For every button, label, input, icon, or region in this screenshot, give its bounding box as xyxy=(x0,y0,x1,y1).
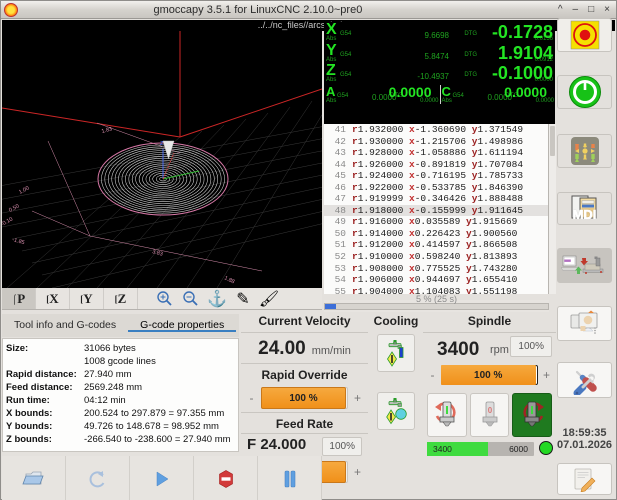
svg-text:0.50: 0.50 xyxy=(8,203,20,213)
svg-text:1.83: 1.83 xyxy=(101,127,113,135)
svg-text:-0.10: -0.10 xyxy=(2,217,14,228)
svg-text:1.88: 1.88 xyxy=(223,275,235,285)
svg-text:-1.85: -1.85 xyxy=(11,237,25,246)
svg-text:0: 0 xyxy=(487,406,492,415)
svg-text:3.83: 3.83 xyxy=(151,249,163,258)
